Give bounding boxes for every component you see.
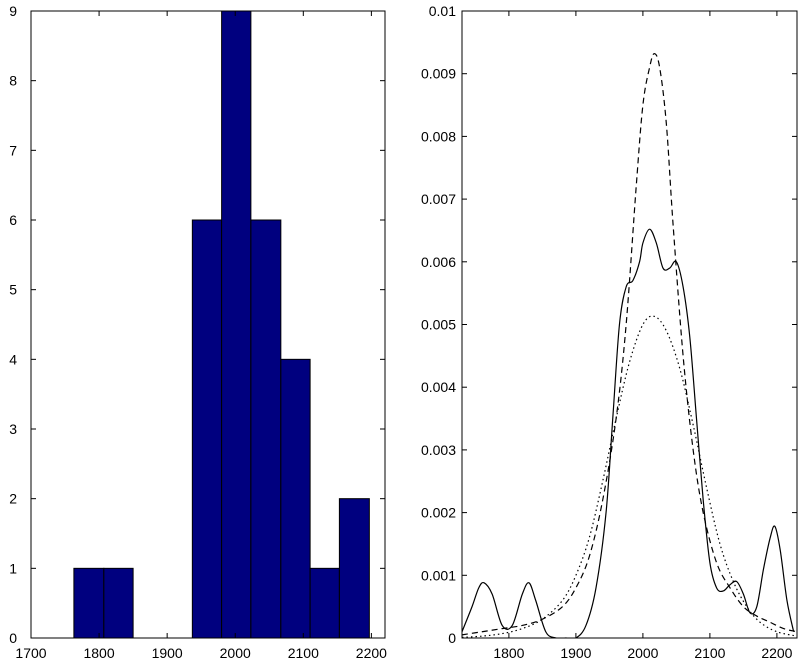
plot-frame (461, 10, 798, 639)
x-tick-label: 1900 (560, 645, 591, 661)
y-tick-label: 0.001 (421, 567, 456, 583)
y-tick-label: 0.009 (421, 66, 456, 82)
plot-frame (30, 10, 386, 639)
x-tick-label: 2000 (220, 645, 251, 661)
y-tick-label: 1 (9, 560, 17, 576)
histogram-bar (280, 358, 311, 639)
y-tick-label: 9 (9, 3, 17, 19)
histogram-bar (338, 498, 370, 639)
histogram-bar (250, 219, 282, 639)
density-series-line-solid (462, 228, 795, 638)
x-tick-label: 2000 (627, 645, 658, 661)
y-tick-label: 0 (9, 630, 17, 646)
x-tick-label: 2100 (694, 645, 725, 661)
y-tick-label: 0.006 (421, 254, 456, 270)
y-tick-label: 7 (9, 142, 17, 158)
y-tick-label: 0 (448, 630, 456, 646)
y-tick-label: 0.002 (421, 505, 456, 521)
y-tick-label: 3 (9, 421, 17, 437)
density-plot: 1800 1900 2000 2100 2200 0 0.001 0.002 0.003 0.00… (421, 3, 798, 661)
y-tick-label: 8 (9, 73, 17, 89)
x-tick-label: 1800 (83, 645, 114, 661)
x-tick-label: 1900 (152, 645, 183, 661)
x-tick-label: 2200 (356, 645, 387, 661)
x-tick-label: 1700 (15, 645, 46, 661)
y-tick-label: 5 (9, 282, 17, 298)
histogram-plot: 1700 1800 1900 2000 2100 2200 0 1 2 3 4 5 6 7 8 9 (9, 3, 387, 661)
y-tick-label: 0.01 (429, 3, 456, 19)
histogram-bar (73, 567, 105, 639)
y-tick-label: 4 (9, 351, 17, 367)
y-tick-label: 0.005 (421, 317, 456, 333)
density-series-line-dotted (462, 315, 797, 638)
histogram-bar (191, 219, 223, 639)
y-tick-label: 6 (9, 212, 17, 228)
y-tick-label: 0.004 (421, 379, 456, 395)
histogram-bar (103, 567, 134, 639)
x-tick-label: 1800 (493, 645, 524, 661)
y-tick-label: 0.007 (421, 191, 456, 207)
histogram-bar (309, 567, 340, 639)
histogram-bar (221, 10, 252, 639)
y-tick-label: 0.003 (421, 442, 456, 458)
x-tick-label: 2200 (761, 645, 792, 661)
y-tick-label: 0.008 (421, 128, 456, 144)
x-tick-label: 2100 (288, 645, 319, 661)
y-tick-label: 2 (9, 491, 17, 507)
density-series-line-dashed (462, 53, 797, 636)
